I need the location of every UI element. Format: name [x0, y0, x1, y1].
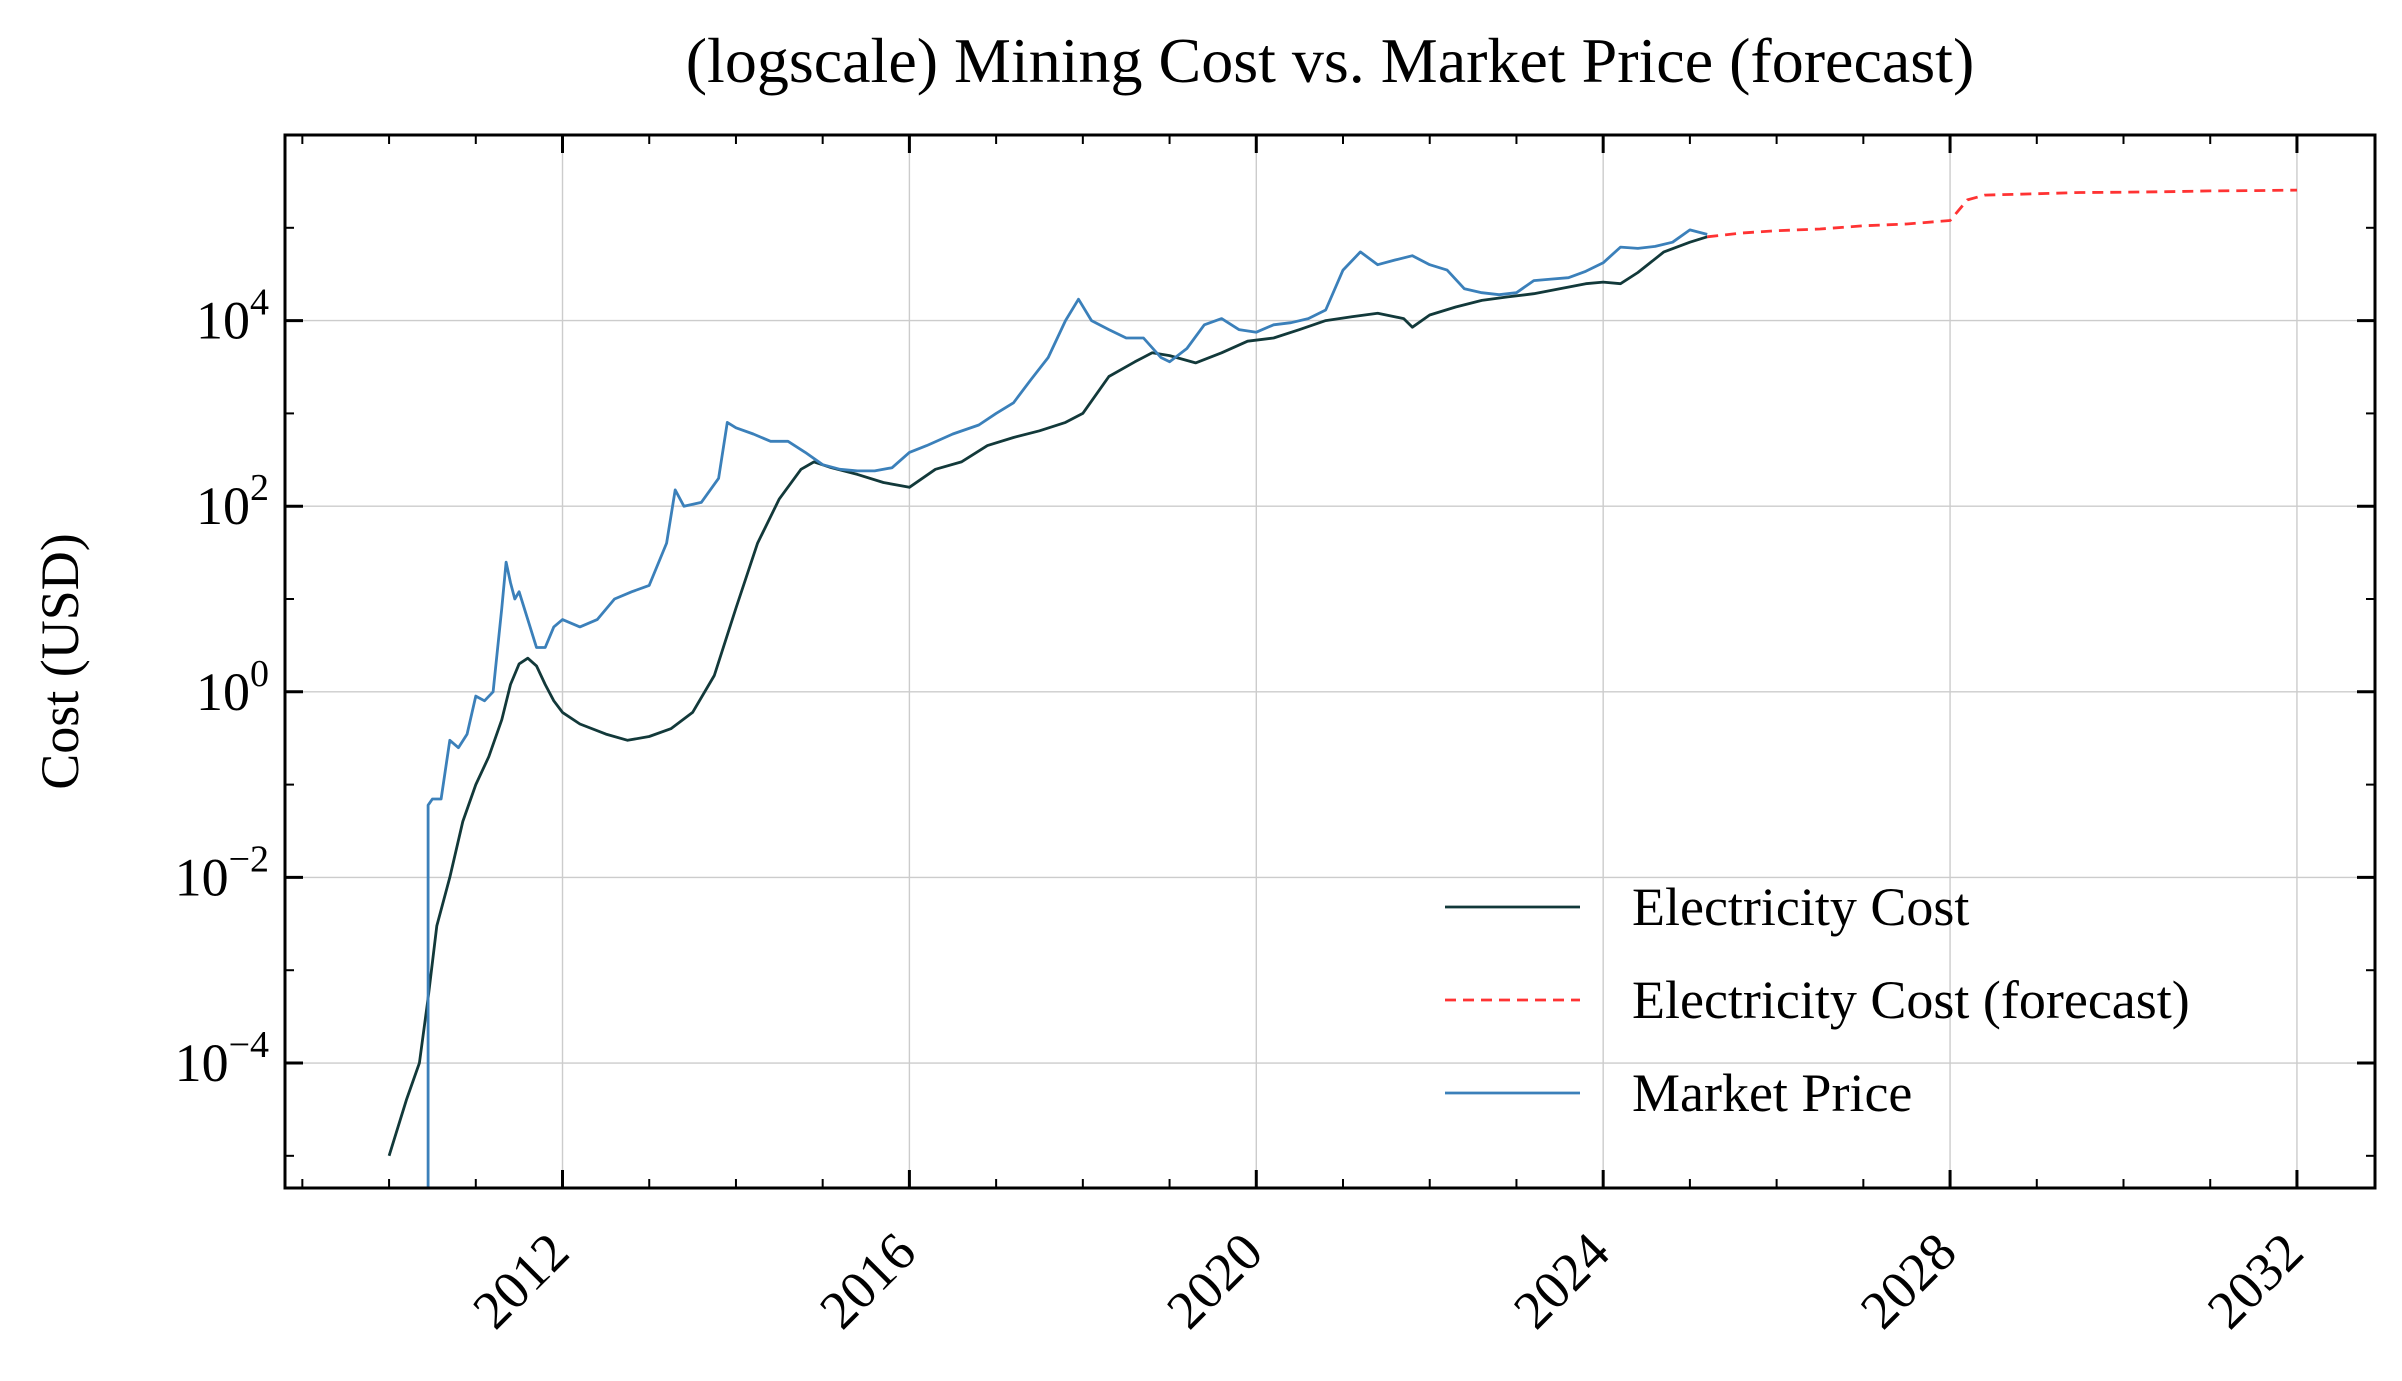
legend: Electricity Cost Electricity Cost (foreca…	[1445, 877, 2190, 1123]
y-tick-label: 104	[196, 282, 269, 351]
legend-label: Market Price	[1632, 1063, 1912, 1123]
y-tick-label: 10−2	[175, 838, 269, 907]
y-tick-label: 100	[196, 653, 269, 722]
x-tick-labels: 2012 2016 2020 2024 2028 2032	[461, 1221, 2314, 1340]
y-axis-label: Cost (USD)	[30, 533, 90, 790]
x-tick-label: 2024	[1502, 1221, 1621, 1340]
y-tick-label: 10−4	[175, 1024, 269, 1093]
y-tick-labels: 10−4 10−2 100 102 104	[175, 282, 269, 1093]
series-line	[1707, 188, 2298, 239]
x-tick-label: 2020	[1155, 1221, 1274, 1340]
x-tick-label: 2032	[2196, 1221, 2315, 1340]
x-tick-label: 2028	[1849, 1221, 1968, 1340]
plot-area	[387, 188, 2298, 1188]
chart-title: (logscale) Mining Cost vs. Market Price …	[686, 25, 1975, 96]
axis-ticks	[285, 134, 2375, 1188]
grid-lines	[285, 135, 2375, 1188]
y-tick-label: 102	[196, 467, 269, 536]
x-tick-label: 2012	[461, 1221, 580, 1340]
series-line	[387, 235, 1708, 1157]
legend-label: Electricity Cost (forecast)	[1632, 970, 2190, 1030]
legend-label: Electricity Cost	[1632, 877, 1969, 937]
plot-frame	[283, 133, 2377, 1190]
series-line	[426, 228, 1708, 1188]
x-tick-label: 2016	[808, 1221, 927, 1340]
